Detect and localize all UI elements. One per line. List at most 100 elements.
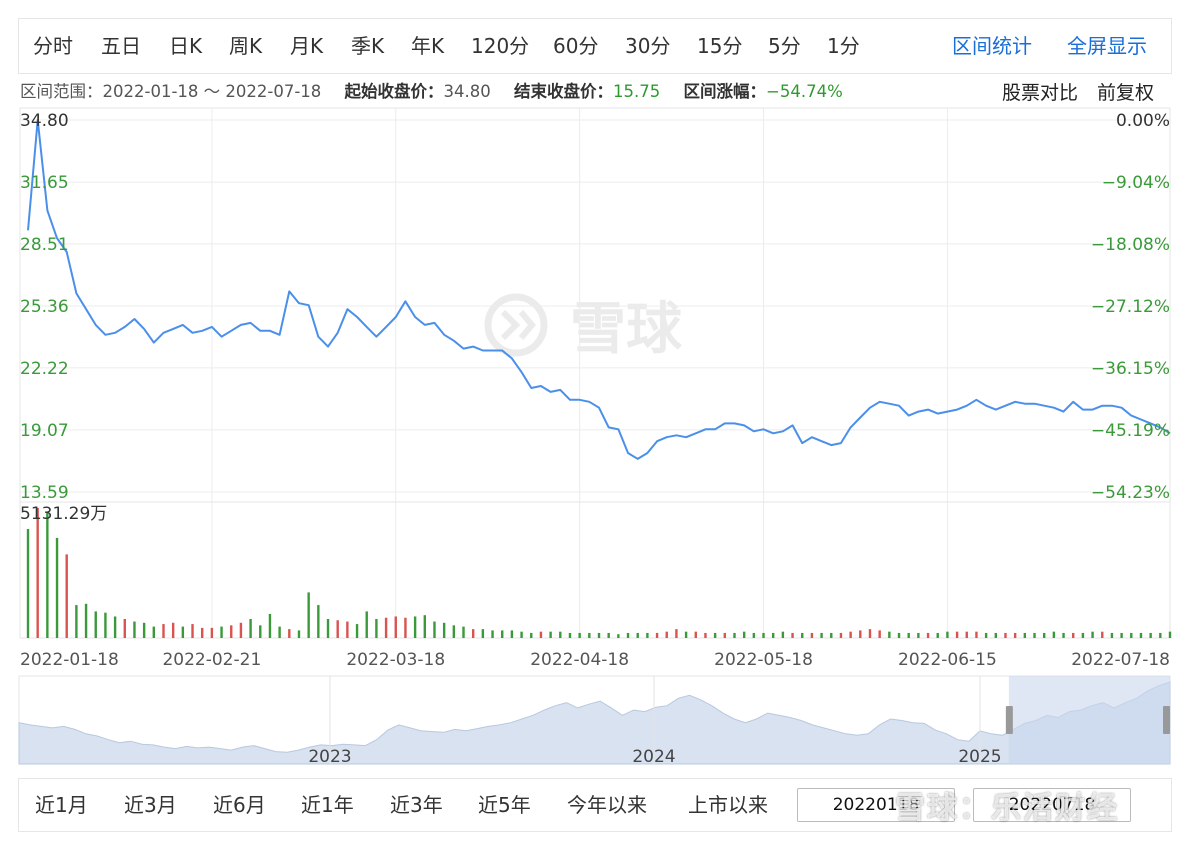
volume-bar xyxy=(501,630,504,638)
watermark-text: 雪球 xyxy=(570,297,683,362)
volume-bar xyxy=(384,617,388,638)
overview-left-handle[interactable] xyxy=(1005,706,1013,734)
volume-bar xyxy=(607,632,610,638)
volume-bar xyxy=(181,626,185,638)
interval-stats-button[interactable]: 区间统计 xyxy=(952,34,1032,58)
overview-area xyxy=(18,681,1171,765)
volume-bar xyxy=(820,632,823,638)
volume-bar xyxy=(636,632,639,638)
range-ytd-button[interactable]: 今年以来 xyxy=(567,793,647,817)
y-axis-labels: 34.80 0.00% 31.65 −9.04% 28.51 −18.08% 25.36 −2… xyxy=(20,111,1170,503)
volume-bar xyxy=(578,632,581,638)
volume-bar xyxy=(1052,631,1056,638)
volume-bar xyxy=(268,613,272,638)
price-tick-label: 25.36 xyxy=(20,297,69,317)
tab-daily-k[interactable]: 日K xyxy=(169,34,203,58)
range-info-row: 区间范围：2022-01-18 ～ 2022-07-18 起始收盘价：34.80… xyxy=(20,78,1170,106)
pct-tick-label: −18.08% xyxy=(1091,235,1170,255)
x-tick-label: 2022-05-18 xyxy=(714,650,813,670)
tab-1min[interactable]: 1分 xyxy=(827,34,860,58)
volume-bar xyxy=(975,631,978,638)
volume-bar xyxy=(617,634,620,638)
tab-120min[interactable]: 120分 xyxy=(471,34,530,58)
tab-five-day[interactable]: 五日 xyxy=(101,34,141,58)
volume-bar xyxy=(675,629,678,638)
volume-bar xyxy=(191,624,194,638)
range-1y-button[interactable]: 近1年 xyxy=(301,793,354,817)
volume-bar xyxy=(684,631,688,638)
tab-5min[interactable]: 5分 xyxy=(768,34,801,58)
overview-selection xyxy=(1008,676,1170,764)
tab-quarterly-k[interactable]: 季K xyxy=(351,34,385,58)
start-close-value: 34.80 xyxy=(443,82,491,101)
volume-bar xyxy=(278,626,281,638)
volume-bar xyxy=(355,624,359,638)
x-tick-label: 2022-01-18 xyxy=(20,650,119,670)
volume-bar xyxy=(520,631,523,638)
range-5y-button[interactable]: 近5年 xyxy=(478,793,531,817)
x-axis-labels: 2022-01-18 2022-02-21 2022-03-18 2022-04-18… xyxy=(20,650,1170,670)
tab-weekly-k[interactable]: 周K xyxy=(229,34,263,58)
date-from-input[interactable] xyxy=(797,788,955,822)
volume-bar xyxy=(849,631,852,638)
volume-bar xyxy=(317,605,320,638)
adjust-button[interactable]: 前复权 xyxy=(1097,82,1155,104)
price-series xyxy=(27,119,1171,460)
end-close-label: 结束收盘价： xyxy=(514,82,614,101)
fullscreen-button[interactable]: 全屏显示 xyxy=(1067,34,1147,58)
tab-monthly-k[interactable]: 月K xyxy=(290,34,324,58)
volume-bar xyxy=(665,631,668,638)
volume-bar xyxy=(955,631,959,638)
volume-bar xyxy=(597,632,601,638)
range-3y-button[interactable]: 近3年 xyxy=(390,793,443,817)
pct-tick-label: 0.00% xyxy=(1116,111,1170,131)
volume-bar xyxy=(230,625,233,638)
range-6m-button[interactable]: 近6月 xyxy=(213,793,266,817)
volume-bar xyxy=(907,632,910,638)
overview-navigator[interactable]: 2023 2024 2025 xyxy=(18,675,1171,767)
tab-yearly-k[interactable]: 年K xyxy=(411,34,445,58)
range-3m-button[interactable]: 近3月 xyxy=(124,793,177,817)
tab-60min[interactable]: 60分 xyxy=(553,34,599,58)
range-toolbar: 近1月 近3月 近6月 近1年 近3年 近5年 今年以来 上市以来 xyxy=(18,778,1172,832)
x-tick-label: 2022-07-18 xyxy=(1071,650,1170,670)
range-1m-button[interactable]: 近1月 xyxy=(35,793,88,817)
range-since-listing-button[interactable]: 上市以来 xyxy=(688,793,768,817)
stock-compare-button[interactable]: 股票对比 xyxy=(1002,82,1079,104)
volume-bar xyxy=(481,629,485,638)
volume-bar xyxy=(220,626,223,638)
volume-bar xyxy=(965,631,968,638)
volume-bar xyxy=(413,616,417,638)
volume-bar xyxy=(404,617,407,638)
x-tick-label: 2022-03-18 xyxy=(346,650,445,670)
tab-15min[interactable]: 15分 xyxy=(697,34,743,58)
overview-right-handle[interactable] xyxy=(1163,706,1170,734)
volume-bar xyxy=(839,632,843,638)
volume-bar xyxy=(1149,632,1152,638)
volume-bar xyxy=(133,621,136,638)
volume-bar xyxy=(26,529,30,638)
pct-tick-label: −45.19% xyxy=(1091,421,1170,441)
period-toolbar: 分时 五日 日K 周K 月K 季K 年K 120分 60分 30分 15分 5分… xyxy=(18,18,1172,74)
volume-bar xyxy=(491,630,494,638)
price-tick-label: 28.51 xyxy=(20,235,69,255)
volume-bar xyxy=(1081,632,1085,638)
date-to-input[interactable] xyxy=(973,788,1131,822)
volume-bar xyxy=(655,632,659,638)
volume-bar xyxy=(1023,632,1027,638)
volume-bar xyxy=(1110,632,1114,638)
volume-bar xyxy=(762,632,765,638)
tab-30min[interactable]: 30分 xyxy=(625,34,671,58)
pct-tick-label: −54.23% xyxy=(1091,483,1170,503)
price-tick-label: 34.80 xyxy=(20,111,69,131)
volume-bar xyxy=(452,625,456,638)
price-line xyxy=(27,119,1171,460)
x-tick-label: 2022-04-18 xyxy=(530,650,629,670)
volume-bar xyxy=(1130,632,1133,638)
volume-bar xyxy=(723,632,727,638)
volume-bar xyxy=(1101,631,1104,638)
volume-bar xyxy=(259,625,262,638)
tab-fenshi[interactable]: 分时 xyxy=(33,34,73,58)
price-tick-label: 22.22 xyxy=(20,359,69,379)
